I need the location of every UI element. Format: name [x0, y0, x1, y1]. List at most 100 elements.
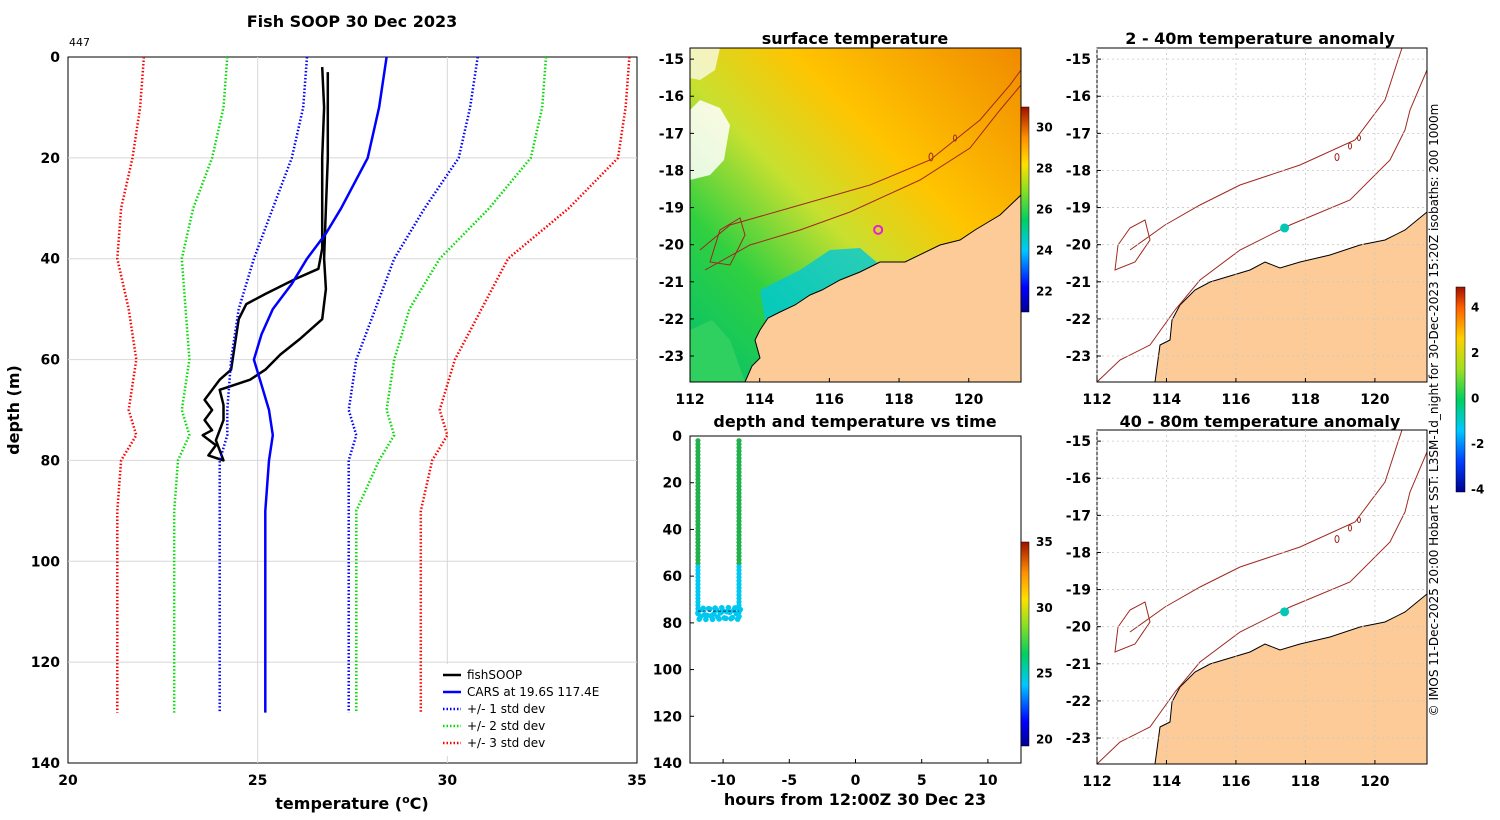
- anom2-ytick-label: -17: [1066, 508, 1091, 524]
- profile-series-line: [116, 56, 146, 713]
- anom1-ytick-label: -23: [1066, 349, 1091, 365]
- anom1-ytick-label: -15: [1066, 52, 1091, 68]
- profile-title: Fish SOOP 30 Dec 2023: [247, 12, 457, 31]
- anom2-ytick-label: -23: [1066, 731, 1091, 747]
- profile-ytick-label: 0: [50, 50, 60, 66]
- time-profile-point: [729, 614, 736, 621]
- sst-xtick-label: 116: [815, 392, 844, 408]
- anom2-isobath-200: [1097, 451, 1427, 764]
- sst-ticks: 112 114 116 118 120 -15 -16 -17 -18 -19 -20 -21 -22 -…: [659, 52, 984, 408]
- profile-legend: fishSOOP CARS at 19.6S 117.4E +/- 1 std …: [437, 664, 623, 756]
- time-colorbar-ticks: 20 25 30 35: [1036, 535, 1053, 746]
- sst-shoal-2: [953, 134, 957, 142]
- profile-ytick-label: 20: [41, 151, 61, 167]
- profile-ytick-label: 140: [31, 756, 60, 772]
- time-xtick-label: 5: [917, 773, 927, 789]
- sst-cloud-mask-top: [690, 48, 720, 80]
- profile-ytick-label: 60: [41, 353, 61, 369]
- anom2-xtick-label: 120: [1360, 774, 1389, 790]
- time-colorbar-tick-label: 20: [1036, 732, 1053, 746]
- profile-ylabel: depth (m): [4, 365, 23, 455]
- anom1-ytick-label: -17: [1066, 126, 1091, 142]
- anom1-shoal-1: [1334, 153, 1340, 161]
- legend-label-cars: CARS at 19.6S 117.4E: [467, 685, 599, 699]
- sst-colorbar-tick-label: 30: [1036, 121, 1053, 135]
- anom1-xtick-label: 118: [1291, 392, 1320, 408]
- time-profile-point: [711, 611, 717, 617]
- time-colorbar: [1020, 541, 1030, 747]
- anom1-shoal-2: [1348, 142, 1352, 150]
- anom1-shoal-3: [1357, 135, 1361, 141]
- anom2-ytick-label: -18: [1066, 545, 1091, 561]
- anom1-xtick-label: 112: [1082, 392, 1111, 408]
- legend-label-std1: +/- 1 std dev: [467, 702, 545, 716]
- sst-nearshore-green: [690, 320, 745, 382]
- sst-colorbar-tick-label: 28: [1036, 162, 1053, 176]
- profile-series: [116, 56, 631, 713]
- time-colorbar-tick-label: 35: [1036, 535, 1053, 549]
- profile-series-line: [419, 56, 631, 713]
- time-profile-point: [700, 605, 707, 612]
- time-ytick-label: 40: [663, 522, 683, 538]
- anom1-ytick-label: -21: [1066, 275, 1091, 291]
- anom2-dot: [1280, 607, 1290, 617]
- anom2-ytick-label: -21: [1066, 657, 1091, 673]
- sst-ytick-label: -17: [659, 126, 684, 142]
- profile-corner-label: 447: [69, 36, 90, 49]
- sst-ytick-label: -16: [659, 89, 684, 105]
- profile-ticks: 20 25 30 35 0 20 40 60 80 100 120 140: [31, 50, 647, 789]
- anom2-ytick-label: -15: [1066, 434, 1091, 450]
- time-profile-point: [732, 605, 738, 611]
- sst-ytick-label: -15: [659, 52, 684, 68]
- time-colorbar-tick-label: 30: [1036, 601, 1053, 615]
- legend-label-fishsoop: fishSOOP: [467, 668, 522, 682]
- sst-ytick-label: -20: [659, 238, 685, 254]
- anomaly-colorbar-tick-label: -4: [1471, 483, 1484, 497]
- time-ytick-label: 80: [663, 616, 683, 632]
- profile-series-line: [172, 56, 229, 713]
- sst-xtick-label: 118: [884, 392, 913, 408]
- profile-xlabel: temperature (oC): [275, 793, 428, 813]
- anomaly-colorbar: [1455, 286, 1466, 493]
- sst-xtick-label: 120: [954, 392, 983, 408]
- anom1-xtick-label: 114: [1152, 392, 1181, 408]
- sst-shoal-1: [928, 152, 934, 162]
- sst-colorbar: [1020, 106, 1030, 313]
- anom2-ytick-label: -20: [1066, 620, 1092, 636]
- anom1-ytick-label: -18: [1066, 163, 1091, 179]
- time-profile-point: [722, 615, 729, 622]
- sst-xtick-label: 112: [675, 392, 704, 408]
- sst-location-marker: [873, 224, 884, 235]
- anom1-title: 2 - 40m temperature anomaly: [1125, 29, 1395, 48]
- anom1-map: [1097, 48, 1427, 382]
- time-profile-point: [716, 616, 722, 622]
- anom1-isobath-1000: [1129, 48, 1403, 251]
- profile-series-line: [355, 56, 548, 713]
- time-xtick-label: -10: [710, 773, 736, 789]
- anom2-ytick-label: -19: [1066, 583, 1091, 599]
- time-profile-point: [725, 604, 732, 611]
- profile-xtick-label: 20: [58, 773, 78, 789]
- time-ytick-label: 60: [663, 569, 683, 585]
- sst-ytick-label: -18: [659, 163, 684, 179]
- copyright-text: © IMOS 11-Dec-2025 20:00 Hobart SST: L3S…: [1427, 104, 1441, 717]
- profile-xtick-label: 35: [627, 773, 646, 789]
- time-profile-point: [736, 613, 742, 620]
- time-ytick-label: 100: [653, 663, 682, 679]
- anom1-dot: [1280, 223, 1290, 233]
- anom1-isobath-200: [1097, 69, 1427, 382]
- profile-axes: [67, 56, 638, 764]
- time-xtick-label: 10: [978, 773, 998, 789]
- profile-series-line: [218, 56, 309, 713]
- anomaly-colorbar-tick-label: 4: [1471, 301, 1479, 315]
- anom1-ytick-label: -16: [1066, 89, 1091, 105]
- sst-colorbar-tick-label: 26: [1036, 203, 1053, 217]
- anom1-ticks: 112 114 116 118 120 -15 -16 -17 -18 -19 -20 -21 -22 -…: [1066, 48, 1427, 408]
- time-xtick-label: 0: [851, 773, 861, 789]
- profile-series-line: [201, 67, 330, 462]
- profile-xtick-label: 30: [438, 773, 458, 789]
- sst-ytick-label: -23: [659, 349, 684, 365]
- anomaly-colorbar-ticks: 4 2 0 -2 -4: [1471, 301, 1484, 497]
- profile-ytick-label: 100: [31, 554, 60, 570]
